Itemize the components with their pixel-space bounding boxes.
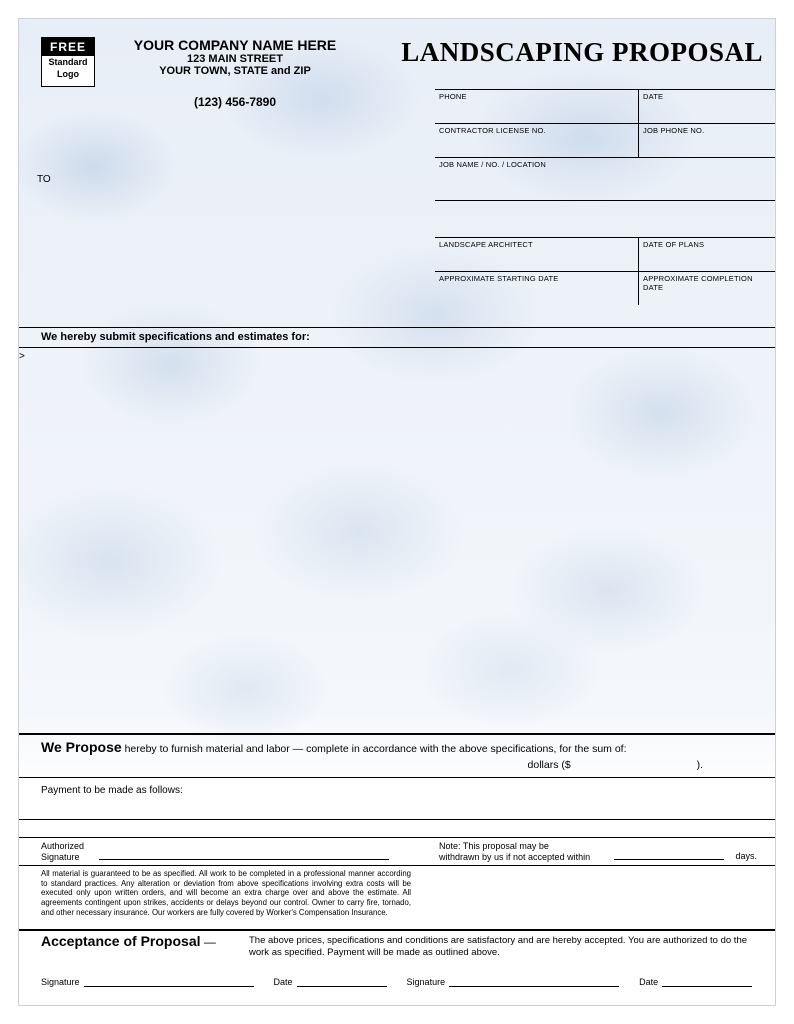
- date1: Date: [274, 977, 387, 987]
- sig2-label: Signature: [407, 977, 446, 987]
- info-row-4: LANDSCAPE ARCHITECT DATE OF PLANS: [435, 237, 775, 271]
- label-date: DATE: [643, 92, 771, 101]
- note-line1: Note: This proposal may be: [439, 841, 590, 852]
- label-approx-start: APPROXIMATE STARTING DATE: [439, 274, 634, 283]
- spec-heading: We hereby submit specifications and esti…: [41, 331, 310, 343]
- date1-label: Date: [274, 977, 293, 987]
- note-days-line[interactable]: [614, 859, 724, 860]
- info-gap: [435, 201, 775, 237]
- company-block: YOUR COMPANY NAME HERE 123 MAIN STREET Y…: [105, 37, 365, 109]
- rule-propose-top: [19, 733, 775, 735]
- signature-label: Signature: [41, 852, 84, 863]
- dollars-suffix: ).: [697, 759, 703, 771]
- rule-spec-bottom: [19, 347, 775, 348]
- date2-line[interactable]: [662, 977, 752, 987]
- cell-landscape-architect[interactable]: LANDSCAPE ARCHITECT: [435, 238, 639, 271]
- content-layer: FREE Standard Logo YOUR COMPANY NAME HER…: [19, 19, 775, 1005]
- propose-block: We Propose hereby to furnish material an…: [41, 739, 763, 771]
- rule-spec-top: [19, 327, 775, 328]
- sig1: Signature: [41, 977, 254, 987]
- date2: Date: [639, 977, 752, 987]
- logo-free-badge: FREE: [42, 38, 94, 56]
- company-phone: (123) 456-7890: [105, 95, 365, 109]
- rule-acceptance-top: [19, 929, 775, 931]
- propose-strong: We Propose: [41, 739, 122, 755]
- sig2-line[interactable]: [449, 977, 619, 987]
- cell-approx-complete[interactable]: APPROXIMATE COMPLETION DATE: [639, 272, 775, 305]
- to-label: TO: [37, 174, 51, 185]
- label-phone: PHONE: [439, 92, 634, 101]
- dollars-prefix: dollars ($: [528, 759, 571, 771]
- authorized-block: Authorized Signature: [41, 841, 84, 863]
- label-landscape-architect: LANDSCAPE ARCHITECT: [439, 240, 634, 249]
- date2-label: Date: [639, 977, 658, 987]
- acceptance-dash: —: [201, 935, 216, 949]
- rule-payment-2: [19, 837, 775, 838]
- proposal-page: FREE Standard Logo YOUR COMPANY NAME HER…: [18, 18, 776, 1006]
- info-row-3: JOB NAME / NO. / LOCATION: [435, 157, 775, 201]
- rule-under-dollars: [19, 777, 775, 778]
- label-date-of-plans: DATE OF PLANS: [643, 240, 771, 249]
- cell-date-of-plans[interactable]: DATE OF PLANS: [639, 238, 775, 271]
- sig2: Signature: [407, 977, 620, 987]
- note-line2: withdrawn by us if not accepted within: [439, 852, 590, 863]
- rule-payment-1: [19, 819, 775, 820]
- company-name: YOUR COMPANY NAME HERE: [105, 37, 365, 53]
- company-street: 123 MAIN STREET: [105, 53, 365, 65]
- info-grid: PHONE DATE CONTRACTOR LICENSE NO. JOB PH…: [435, 89, 775, 305]
- label-job-phone: JOB PHONE NO.: [643, 126, 771, 135]
- logo-box: FREE Standard Logo: [41, 37, 95, 87]
- rule-above-terms: [19, 865, 775, 866]
- cell-approx-start[interactable]: APPROXIMATE STARTING DATE: [435, 272, 639, 305]
- info-row-2: CONTRACTOR LICENSE NO. JOB PHONE NO.: [435, 123, 775, 157]
- sig1-line[interactable]: [84, 977, 254, 987]
- payment-label: Payment to be made as follows:: [41, 785, 183, 796]
- authorized-label: Authorized: [41, 841, 84, 852]
- cell-phone[interactable]: PHONE: [435, 90, 639, 123]
- note-days: days.: [735, 851, 757, 861]
- cell-date[interactable]: DATE: [639, 90, 775, 123]
- logo-line2: Logo: [42, 68, 94, 80]
- document-title: LANDSCAPING PROPOSAL: [401, 37, 763, 68]
- caret-mark: >: [19, 351, 25, 362]
- acceptance-heading: Acceptance of Proposal —: [41, 933, 216, 949]
- info-row-5: APPROXIMATE STARTING DATE APPROXIMATE CO…: [435, 271, 775, 305]
- propose-line: We Propose hereby to furnish material an…: [41, 739, 763, 755]
- cell-contractor-license[interactable]: CONTRACTOR LICENSE NO.: [435, 124, 639, 157]
- signature-row: Signature Date Signature Date: [41, 977, 763, 987]
- propose-rest: hereby to furnish material and labor — c…: [122, 743, 627, 755]
- logo-line1: Standard: [42, 56, 94, 68]
- acceptance-heading-text: Acceptance of Proposal: [41, 933, 201, 949]
- company-city: YOUR TOWN, STATE and ZIP: [105, 65, 365, 77]
- label-job-name-loc: JOB NAME / NO. / LOCATION: [439, 160, 771, 169]
- label-contractor-license: CONTRACTOR LICENSE NO.: [439, 126, 634, 135]
- auth-signature-line[interactable]: [99, 859, 389, 860]
- info-row-1: PHONE DATE: [435, 89, 775, 123]
- dollars-line: dollars ($ ).: [41, 759, 763, 771]
- note-block: Note: This proposal may be withdrawn by …: [439, 841, 590, 863]
- terms-text: All material is guaranteed to be as spec…: [41, 869, 411, 918]
- cell-job-name-loc[interactable]: JOB NAME / NO. / LOCATION: [435, 158, 775, 200]
- cell-job-phone[interactable]: JOB PHONE NO.: [639, 124, 775, 157]
- date1-line[interactable]: [297, 977, 387, 987]
- acceptance-body: The above prices, specifications and con…: [249, 935, 763, 960]
- sig1-label: Signature: [41, 977, 80, 987]
- label-approx-complete: APPROXIMATE COMPLETION DATE: [643, 274, 771, 292]
